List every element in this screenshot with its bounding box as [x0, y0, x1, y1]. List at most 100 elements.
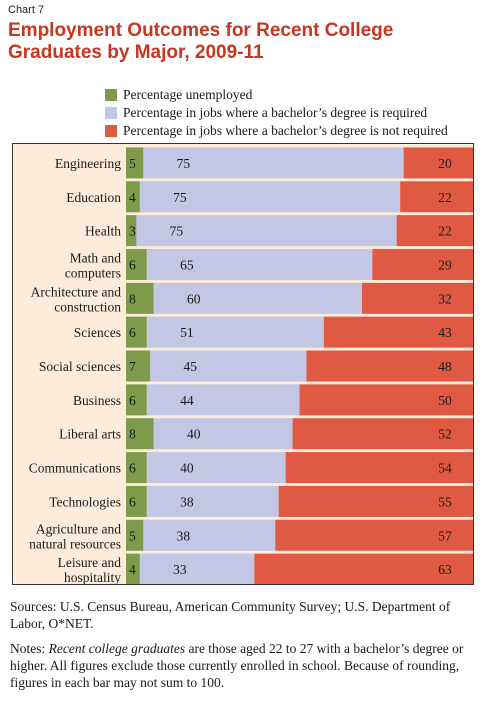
value-label-unemployed-engineering: 5: [129, 156, 136, 171]
category-label-sciences: Sciences: [74, 325, 121, 340]
chart-title: Employment Outcomes for Recent College G…: [8, 20, 394, 63]
bar-segment-required-liberal-arts: [153, 418, 293, 450]
bar-segment-not-required-math-and-computers: [372, 248, 473, 280]
value-label-unemployed-social-sciences: 7: [129, 359, 136, 374]
value-label-required-communications: 40: [180, 461, 194, 476]
value-label-required-sciences: 51: [180, 325, 194, 340]
category-label-agriculture-and-natural-resources: Agriculture and natural resources: [29, 521, 121, 551]
category-label-social-sciences: Social sciences: [39, 359, 121, 374]
bar-segment-not-required-business: [299, 384, 473, 416]
notes-italic-term: Recent college graduates: [48, 641, 186, 656]
bar-segment-not-required-sciences: [323, 316, 473, 348]
notes-body: are those aged 22 to 27 with a bachelor’…: [10, 641, 464, 690]
value-label-not-required-education: 22: [438, 190, 452, 205]
value-label-required-liberal-arts: 40: [187, 427, 201, 442]
bar-segment-not-required-social-sciences: [306, 350, 473, 382]
category-label-education: Education: [66, 190, 121, 205]
value-label-not-required-math-and-computers: 29: [438, 257, 452, 272]
value-label-unemployed-agriculture-and-natural-resources: 5: [129, 528, 136, 543]
bar-segment-required-leisure-and-hospitality: [139, 553, 255, 584]
bar-segment-not-required-health: [396, 215, 473, 247]
category-label-business: Business: [73, 393, 121, 408]
value-label-not-required-technologies: 55: [438, 494, 452, 509]
value-label-unemployed-architecture-and-construction: 8: [129, 291, 136, 306]
bar-segment-not-required-engineering: [403, 147, 473, 179]
value-label-not-required-agriculture-and-natural-resources: 57: [438, 528, 452, 543]
value-label-required-math-and-computers: 65: [180, 257, 194, 272]
bar-segment-unemployed-business: [126, 384, 147, 416]
value-label-not-required-business: 50: [438, 393, 452, 408]
notes: Notes: Recent college graduates are thos…: [10, 640, 475, 691]
value-label-not-required-social-sciences: 48: [438, 359, 452, 374]
bar-segment-required-math-and-computers: [146, 248, 373, 280]
value-label-not-required-leisure-and-hospitality: 63: [438, 562, 452, 577]
category-label-technologies: Technologies: [49, 494, 121, 509]
plot-area: Engineering 5 75 20 Education 4 75 22 Health 3 75 2…: [12, 143, 474, 585]
bar-segment-required-technologies: [146, 485, 279, 517]
category-label-leisure-and-hospitality: Leisure and hospitality: [58, 555, 122, 584]
bar-segment-unemployed-leisure-and-hospitality: [126, 553, 140, 584]
bar-segment-unemployed-architecture-and-construction: [126, 282, 154, 314]
category-label-liberal-arts: Liberal arts: [59, 427, 121, 442]
bar-segment-required-education: [139, 181, 401, 213]
value-label-required-technologies: 38: [180, 494, 194, 509]
bar-segment-unemployed-agriculture-and-natural-resources: [126, 519, 144, 551]
value-label-required-business: 44: [180, 393, 194, 408]
value-label-required-health: 75: [170, 224, 184, 239]
bar-segment-not-required-liberal-arts: [292, 418, 473, 450]
bar-segment-required-communications: [146, 452, 286, 484]
bar-segment-unemployed-math-and-computers: [126, 248, 147, 280]
value-label-unemployed-business: 6: [129, 393, 136, 408]
bar-segment-not-required-technologies: [278, 485, 473, 517]
bar-segment-unemployed-technologies: [126, 485, 147, 517]
bar-segment-required-architecture-and-construction: [153, 282, 362, 314]
value-label-unemployed-health: 3: [129, 224, 136, 239]
value-label-not-required-architecture-and-construction: 32: [438, 291, 452, 306]
bar-segment-required-social-sciences: [150, 350, 307, 382]
legend-item-not-required: Percentage in jobs where a bachelor’s de…: [105, 122, 448, 140]
sources-note: Sources: U.S. Census Bureau, American Co…: [10, 599, 451, 631]
bar-segment-not-required-education: [400, 181, 473, 213]
bar-segment-not-required-communications: [285, 452, 473, 484]
value-label-not-required-health: 22: [438, 224, 452, 239]
bar-segment-not-required-leisure-and-hospitality: [254, 553, 473, 584]
value-label-not-required-engineering: 20: [438, 156, 452, 171]
bar-segment-unemployed-sciences: [126, 316, 147, 348]
category-label-architecture-and-construction: Architecture and construction: [31, 284, 122, 314]
legend-label-not-required: Percentage in jobs where a bachelor’s de…: [123, 123, 448, 138]
value-label-required-social-sciences: 45: [184, 359, 198, 374]
value-label-required-engineering: 75: [177, 156, 191, 171]
category-label-communications: Communications: [29, 461, 121, 476]
bar-segment-required-sciences: [146, 316, 324, 348]
bar-segment-required-engineering: [143, 147, 404, 179]
value-label-unemployed-math-and-computers: 6: [129, 257, 136, 272]
bar-segment-unemployed-social-sciences: [126, 350, 151, 382]
chart-number: Chart 7: [8, 4, 45, 16]
legend-swatch-not-required: [105, 125, 117, 137]
bar-segment-unemployed-communications: [126, 452, 147, 484]
legend-label-required: Percentage in jobs where a bachelor’s de…: [123, 105, 428, 120]
value-label-unemployed-technologies: 6: [129, 494, 136, 509]
value-label-required-architecture-and-construction: 60: [187, 291, 201, 306]
value-label-unemployed-liberal-arts: 8: [129, 427, 136, 442]
value-label-unemployed-communications: 6: [129, 461, 136, 476]
value-label-not-required-communications: 54: [438, 461, 452, 476]
legend-item-required: Percentage in jobs where a bachelor’s de…: [105, 104, 448, 122]
value-label-unemployed-sciences: 6: [129, 325, 136, 340]
value-label-not-required-sciences: 43: [438, 325, 452, 340]
value-label-required-agriculture-and-natural-resources: 38: [177, 528, 191, 543]
legend-item-unemployed: Percentage unemployed: [105, 86, 448, 104]
value-label-unemployed-leisure-and-hospitality: 4: [129, 562, 136, 577]
value-label-not-required-liberal-arts: 52: [438, 427, 452, 442]
notes-prefix: Notes:: [10, 641, 49, 656]
bar-segment-unemployed-engineering: [126, 147, 144, 179]
value-label-unemployed-education: 4: [129, 190, 136, 205]
category-label-math-and-computers: Math and computers: [65, 250, 121, 280]
legend-swatch-required: [105, 107, 117, 119]
bar-segment-unemployed-liberal-arts: [126, 418, 154, 450]
bar-segment-not-required-agriculture-and-natural-resources: [275, 519, 473, 551]
bar-segment-unemployed-health: [126, 215, 137, 247]
bar-segment-required-health: [136, 215, 397, 247]
bar-segment-unemployed-education: [126, 181, 140, 213]
